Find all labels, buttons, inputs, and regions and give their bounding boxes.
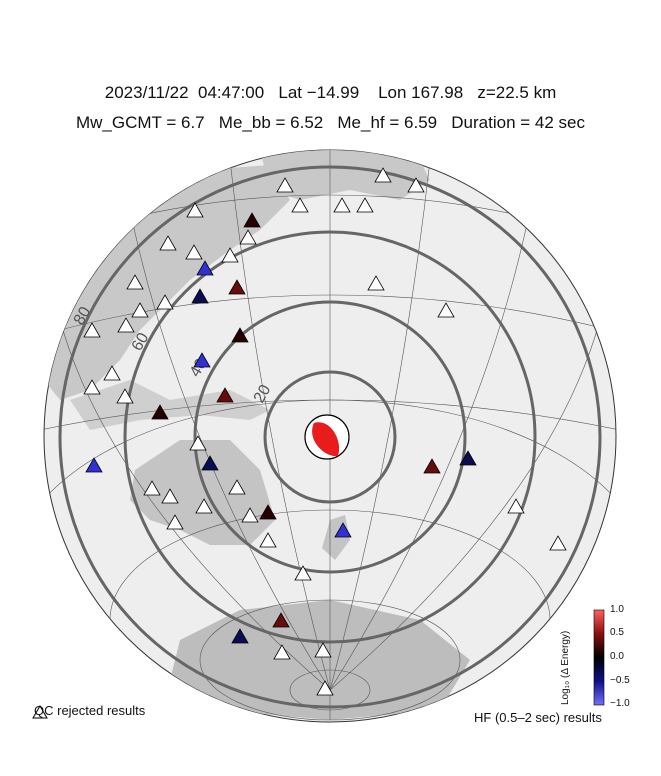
ring-20	[263, 370, 397, 504]
ring-40	[193, 300, 467, 574]
station-marker	[231, 628, 249, 644]
station-marker	[549, 535, 567, 551]
station-marker	[85, 457, 103, 473]
station-marker	[437, 302, 455, 318]
station-markers	[83, 167, 567, 696]
station-marker	[272, 612, 290, 628]
station-marker	[423, 458, 441, 474]
station-marker	[166, 514, 184, 530]
station-marker	[103, 365, 121, 381]
station-marker	[507, 498, 525, 514]
colorbar-title: Log₁₀ (Δ Energy)	[560, 630, 571, 705]
qc-rejected-legend: QC rejected results	[34, 703, 146, 718]
station-marker	[191, 288, 209, 304]
station-marker	[259, 532, 277, 548]
colorbar-tick: −1.0	[610, 698, 630, 709]
station-marker	[151, 404, 169, 420]
ring-label-60: 60	[129, 330, 153, 354]
australia-land	[130, 440, 275, 545]
station-marker	[333, 197, 351, 213]
station-marker	[276, 177, 294, 193]
station-marker	[259, 504, 277, 520]
ring-label-20: 20	[251, 382, 275, 406]
station-marker	[156, 294, 174, 310]
station-marker	[186, 202, 204, 218]
station-marker	[334, 522, 352, 538]
station-marker	[201, 455, 219, 471]
station-marker	[83, 379, 101, 395]
station-marker	[231, 327, 249, 343]
station-marker	[117, 317, 135, 333]
station-marker	[216, 387, 234, 403]
station-marker	[161, 488, 179, 504]
station-marker	[193, 352, 211, 368]
colorbar-tick: −0.5	[610, 675, 630, 686]
colorbar-tick: 0.0	[610, 651, 624, 662]
station-marker	[239, 229, 257, 245]
magnitude-info-line: Mw_GCMT = 6.7 Me_bb = 6.52 Me_hf = 6.59 …	[75, 113, 585, 132]
ring-label-80: 80	[71, 304, 95, 328]
event-info-line: 2023/11/22 04:47:00 Lat −14.99 Lon 167.9…	[104, 83, 557, 102]
station-marker	[374, 167, 392, 183]
station-marker	[243, 212, 261, 228]
station-marker	[143, 480, 161, 496]
distance-rings	[58, 165, 602, 709]
station-marker	[196, 260, 214, 276]
station-marker	[291, 197, 309, 213]
colorbar-tick: 0.5	[610, 627, 624, 638]
qc-legend-symbol	[32, 705, 48, 719]
hf-results-legend: HF (0.5–2 sec) results	[474, 710, 602, 725]
station-marker	[314, 642, 332, 658]
station-marker	[189, 435, 207, 451]
station-marker	[195, 498, 213, 514]
station-marker	[83, 322, 101, 338]
station-marker	[356, 197, 374, 213]
station-marker	[159, 235, 177, 251]
colorbar	[593, 609, 605, 706]
station-marker	[228, 279, 246, 295]
station-marker	[116, 388, 134, 404]
station-marker	[316, 680, 334, 696]
station-marker	[126, 274, 144, 290]
colorbar-tick: 1.0	[610, 604, 624, 615]
beachball	[304, 414, 350, 460]
station-marker	[185, 244, 203, 260]
station-marker	[228, 479, 246, 495]
station-marker	[131, 302, 149, 318]
ring-80	[58, 165, 602, 709]
siberia-land	[260, 150, 430, 200]
station-marker	[273, 644, 291, 660]
station-marker	[407, 177, 425, 193]
ring-60	[123, 230, 537, 644]
station-marker	[221, 247, 239, 263]
station-marker	[294, 565, 312, 581]
station-marker	[367, 275, 385, 291]
station-marker	[241, 507, 259, 523]
station-marker	[459, 450, 477, 466]
indonesia-land	[70, 380, 270, 430]
